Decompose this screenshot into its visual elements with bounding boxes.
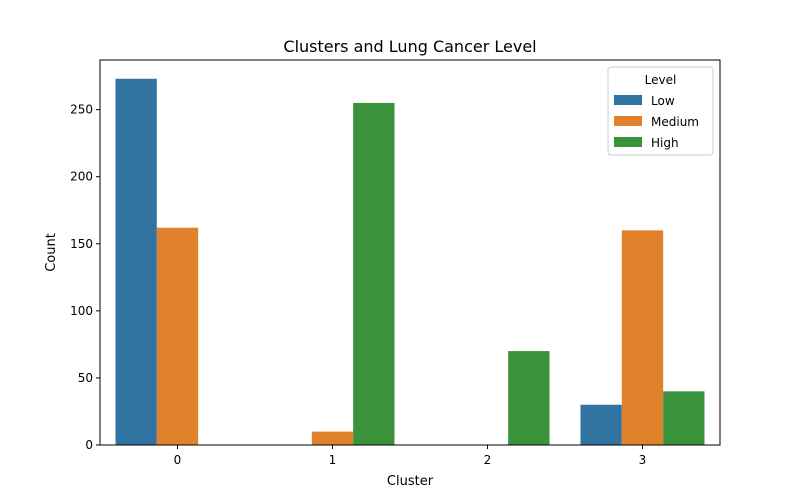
bars-group [115,78,705,446]
legend-label-high: High [651,136,679,150]
legend-swatch-low [614,95,642,105]
legend-swatch-medium [614,116,642,126]
x-axis: 0 1 2 3 [174,445,647,467]
legend-swatch-high [614,137,642,147]
x-tick-label: 1 [329,453,337,467]
legend-title: Level [645,73,677,87]
y-axis: 0 50 100 150 200 250 [70,103,100,452]
y-axis-label: Count [44,233,59,272]
y-tick-label: 250 [70,103,93,117]
x-tick-label: 3 [639,453,647,467]
legend-label-low: Low [651,94,675,108]
chart-title: Clusters and Lung Cancer Level [283,37,536,56]
x-tick-label: 0 [174,453,182,467]
x-axis-label: Cluster [387,474,434,489]
y-tick-label: 50 [78,371,93,385]
legend-box [607,66,714,156]
legend: Level Low Medium High [607,66,714,156]
bar-low-cluster-0 [115,78,157,445]
bar-high-cluster-2 [508,351,550,445]
bar-low-cluster-3 [580,404,622,445]
y-tick-label: 0 [85,438,93,452]
legend-label-medium: Medium [651,115,699,129]
bar-high-cluster-1 [353,102,395,446]
plot-frame [99,59,721,446]
bar-medium-cluster-1 [311,431,354,445]
bar-medium-cluster-0 [156,227,199,445]
bar-high-cluster-3 [663,391,705,445]
bar-medium-cluster-3 [621,230,664,445]
y-tick-label: 200 [70,170,93,184]
y-tick-label: 100 [70,304,93,318]
x-tick-label: 2 [484,453,492,467]
y-tick-label: 150 [70,237,93,251]
